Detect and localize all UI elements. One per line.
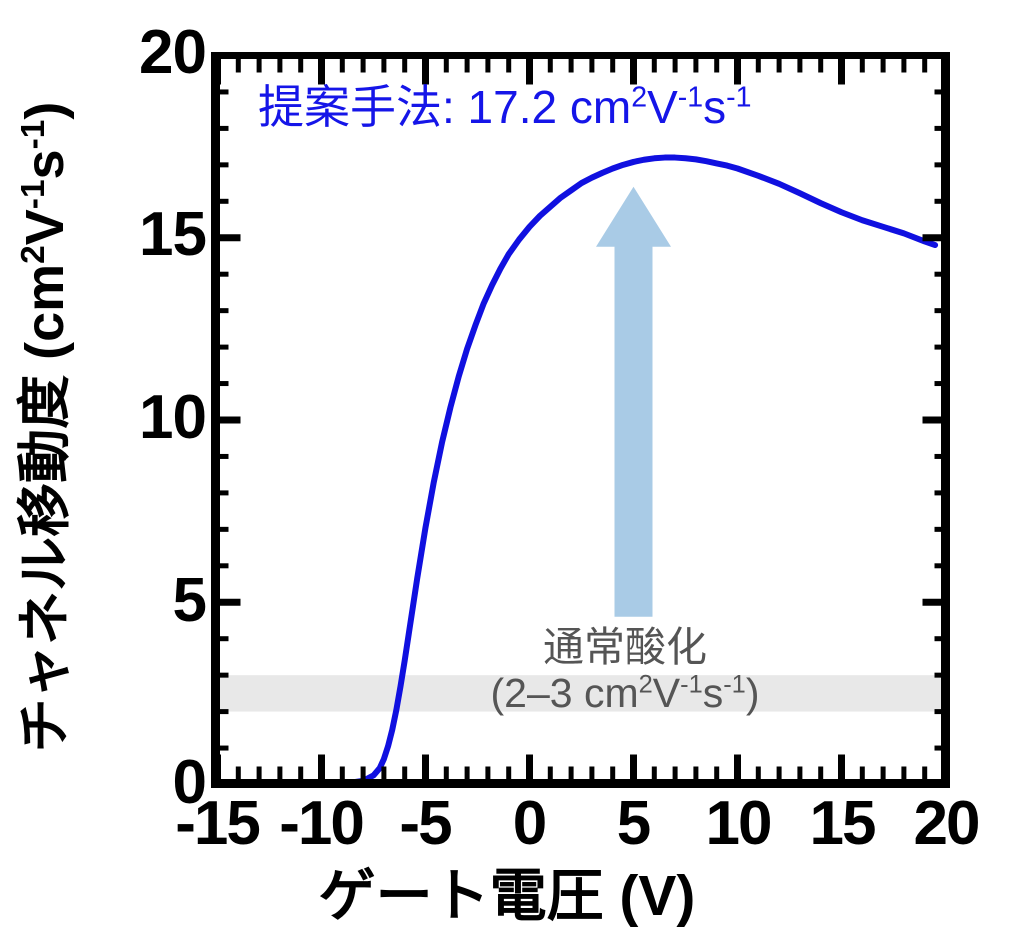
x-tick-labels: -15 -10 -5 0 5 10 15 20: [0, 793, 1014, 873]
conventional-oxidation-band: [218, 675, 945, 712]
conventional-close: ): [745, 669, 760, 716]
y-axis-label-close: ): [15, 101, 75, 120]
x-tick-label: -15: [175, 789, 261, 858]
x-tick-label: 0: [512, 789, 547, 858]
axis-ticks: [214, 52, 949, 788]
y-axis-label-text: チャネル移動度 (cm: [15, 263, 75, 753]
y-tick-label: 10: [139, 383, 207, 452]
proposed-s: s: [703, 81, 727, 133]
x-tick-label: -10: [279, 789, 365, 858]
x-tick-label: 15: [809, 789, 877, 858]
x-tick-label: 20: [913, 789, 981, 858]
conventional-oxidation-annotation: 通常酸化 (2–3 cm2V-1s-1): [435, 624, 815, 717]
x-axis-label: ゲート電圧 (V): [318, 864, 696, 928]
y-tick-label: 20: [139, 18, 207, 87]
conventional-sup-m1a: -1: [680, 670, 703, 699]
conventional-sup-m1b: -1: [723, 670, 746, 699]
improvement-arrow-icon: [596, 186, 671, 617]
y-axis-label-sup-m1a: -1: [15, 179, 52, 210]
conventional-line1: 通常酸化: [543, 624, 707, 670]
y-axis-label-v: V: [15, 209, 75, 246]
y-tick-label: 5: [172, 566, 207, 635]
conventional-sup-2: 2: [638, 670, 653, 699]
conventional-line2: (2–3 cm2V-1s-1): [435, 669, 815, 717]
proposed-method-text: 提案手法: 17.2 cm: [258, 81, 632, 133]
proposed-method-annotation: 提案手法: 17.2 cm2V-1s-1: [258, 83, 751, 131]
y-axis-label-holder: チャネル移動度 (cm2V-1s-1): [0, 102, 475, 753]
x-tick-label: -5: [399, 789, 452, 858]
proposed-sup-2: 2: [631, 81, 648, 114]
y-axis-label: チャネル移動度 (cm2V-1s-1): [15, 0, 75, 857]
conventional-v: V: [652, 669, 681, 716]
proposed-sup-m1b: -1: [726, 81, 752, 114]
proposed-sup-m1a: -1: [677, 81, 704, 114]
conventional-line2-text: (2–3 cm: [490, 669, 639, 716]
x-tick-label: 5: [616, 789, 651, 858]
proposed-v: V: [647, 81, 678, 133]
conventional-s: s: [702, 669, 724, 716]
y-tick-label: 0: [172, 748, 207, 817]
y-tick-label: 15: [139, 200, 207, 269]
mobility-curve: [214, 154, 939, 787]
y-axis-label-sup-m1b: -1: [15, 119, 52, 150]
y-axis-label-s: s: [15, 149, 75, 180]
y-tick-labels: 20 15 10 5 0: [46, 0, 207, 952]
y-axis-label-sup-2: 2: [15, 245, 52, 264]
x-tick-label: 10: [705, 789, 773, 858]
